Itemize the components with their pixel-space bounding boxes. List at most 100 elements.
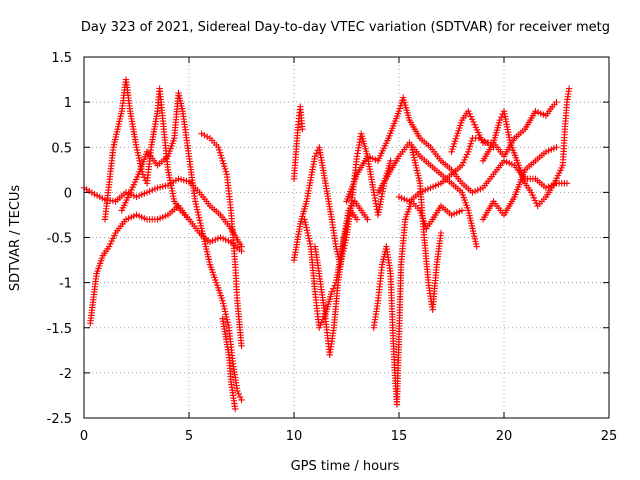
data-point	[111, 232, 118, 239]
data-point	[196, 217, 203, 224]
data-point	[219, 157, 226, 164]
y-tick-label: -1	[59, 277, 72, 292]
y-tick-label: -2	[59, 367, 72, 382]
data-point	[341, 234, 348, 241]
data-point	[221, 305, 228, 312]
data-point	[301, 218, 309, 226]
data-point	[107, 240, 114, 248]
data-point	[135, 154, 143, 162]
data-point	[466, 110, 473, 118]
data-point	[458, 162, 466, 169]
data-point	[305, 235, 313, 242]
data-point	[193, 203, 200, 211]
data-point	[437, 229, 445, 237]
data-point	[136, 157, 143, 164]
data-point	[238, 247, 245, 255]
x-tick-label: 15	[391, 429, 408, 444]
data-point	[225, 321, 232, 329]
data-point	[465, 148, 472, 155]
data-point	[387, 157, 394, 164]
data-point	[223, 313, 230, 321]
data-point	[238, 342, 245, 349]
data-point	[302, 221, 309, 229]
data-point	[222, 168, 230, 175]
data-point	[458, 207, 466, 214]
data-point	[299, 126, 306, 133]
data-point	[221, 308, 229, 315]
x-tick-label: 10	[286, 429, 303, 444]
axes: 0 5 10 15 20 25 -2.5 -2 -1.5 -1 -0.5 0 0.5 1 1.5	[47, 51, 618, 444]
y-tick-label: -1.5	[47, 322, 72, 337]
data-point	[468, 137, 475, 145]
data-point	[328, 288, 335, 295]
y-tick-label: -0.5	[47, 232, 72, 247]
data-point	[198, 130, 205, 137]
data-point	[397, 102, 404, 109]
data-point	[304, 229, 311, 237]
data-point	[463, 151, 471, 158]
data-point	[317, 321, 324, 329]
data-point	[134, 149, 141, 156]
x-tick-label: 20	[496, 429, 513, 444]
data-point	[133, 146, 141, 154]
data-point	[197, 222, 205, 229]
data-point	[219, 297, 226, 304]
data-point	[216, 146, 223, 154]
data-point	[238, 396, 245, 404]
data-point	[221, 163, 228, 170]
data-point	[468, 116, 476, 123]
data-point	[467, 140, 475, 147]
y-tick-label: 0.5	[51, 141, 72, 156]
data-point	[460, 159, 467, 166]
x-tick-label: 5	[185, 429, 193, 444]
data-point	[306, 240, 314, 248]
data-point	[222, 311, 229, 318]
data-point	[467, 113, 475, 120]
y-axis-label: SDTVAR / TECUs	[8, 185, 23, 292]
data-point	[553, 98, 560, 106]
data-point	[194, 209, 202, 216]
data-point	[342, 228, 349, 236]
data-point	[135, 152, 142, 159]
data-point	[303, 227, 311, 234]
data-point	[553, 144, 560, 151]
data-point	[218, 154, 225, 162]
data-point	[234, 387, 241, 395]
y-tick-label: -2.5	[47, 412, 72, 427]
chart-title: Day 323 of 2021, Sidereal Day-to-day VTE…	[81, 20, 610, 35]
y-tick-label: 0	[64, 186, 72, 201]
data-point	[462, 153, 469, 161]
data-point	[193, 206, 201, 213]
data-point	[395, 107, 403, 115]
y-tick-label: 1	[64, 96, 72, 111]
data-point	[530, 194, 538, 201]
x-tick-label: 0	[80, 429, 88, 444]
data-point	[192, 200, 200, 208]
data-point	[343, 226, 350, 233]
data-point	[498, 113, 505, 121]
data-point	[197, 219, 204, 227]
data-point	[306, 237, 313, 245]
data-point	[185, 216, 193, 223]
data-point	[133, 144, 140, 151]
data-point	[396, 105, 404, 112]
data-point	[529, 191, 536, 199]
data-point	[496, 116, 503, 124]
data-point	[224, 319, 231, 326]
data-point	[563, 180, 571, 187]
data-point	[217, 152, 225, 159]
data-point	[364, 216, 371, 223]
data-point	[466, 143, 474, 150]
data-point	[318, 319, 325, 326]
data-point	[215, 144, 222, 151]
data-point	[232, 405, 239, 413]
data-point	[465, 107, 472, 115]
data-point	[470, 118, 477, 126]
data-point	[344, 220, 351, 228]
data-point	[220, 160, 227, 167]
x-tick-label: 25	[601, 429, 618, 444]
data-point	[316, 324, 323, 331]
data-point	[220, 302, 228, 310]
data-point	[473, 243, 480, 250]
